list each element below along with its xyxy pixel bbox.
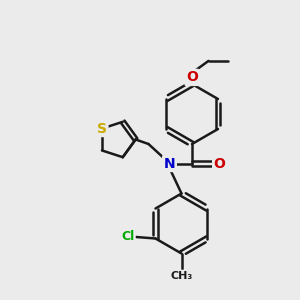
Text: N: N <box>164 157 175 170</box>
Text: CH₃: CH₃ <box>170 271 193 281</box>
Text: S: S <box>97 122 107 136</box>
Text: Cl: Cl <box>121 230 134 244</box>
Text: O: O <box>214 157 226 170</box>
Text: O: O <box>186 70 198 84</box>
